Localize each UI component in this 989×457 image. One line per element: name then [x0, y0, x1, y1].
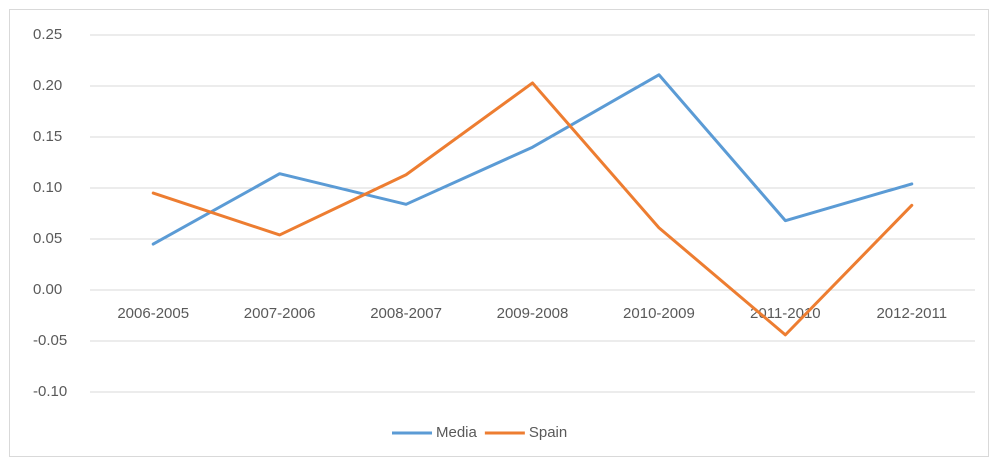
x-tick-label: 2007-2006	[244, 305, 316, 322]
y-tick-label: -0.05	[33, 332, 67, 349]
y-tick-label: -0.10	[33, 383, 67, 400]
legend-label: Media	[436, 424, 478, 441]
legend-label: Spain	[529, 424, 567, 441]
x-tick-label: 2012-2011	[876, 305, 947, 322]
y-tick-label: 0.10	[33, 179, 62, 196]
x-tick-label: 2009-2008	[497, 305, 569, 322]
y-tick-label: 0.15	[33, 128, 62, 145]
chart-frame	[9, 9, 989, 457]
x-tick-label: 2010-2009	[623, 305, 695, 322]
y-tick-label: 0.05	[33, 230, 62, 247]
y-tick-label: 0.25	[33, 26, 62, 43]
data-line	[151, 81, 914, 337]
x-tick-label: 2008-2007	[370, 305, 442, 322]
x-tick-label: 2006-2005	[117, 305, 189, 322]
y-tick-label: 0.20	[33, 77, 62, 94]
y-tick-label: 0.00	[33, 281, 62, 298]
data-line	[151, 73, 914, 246]
